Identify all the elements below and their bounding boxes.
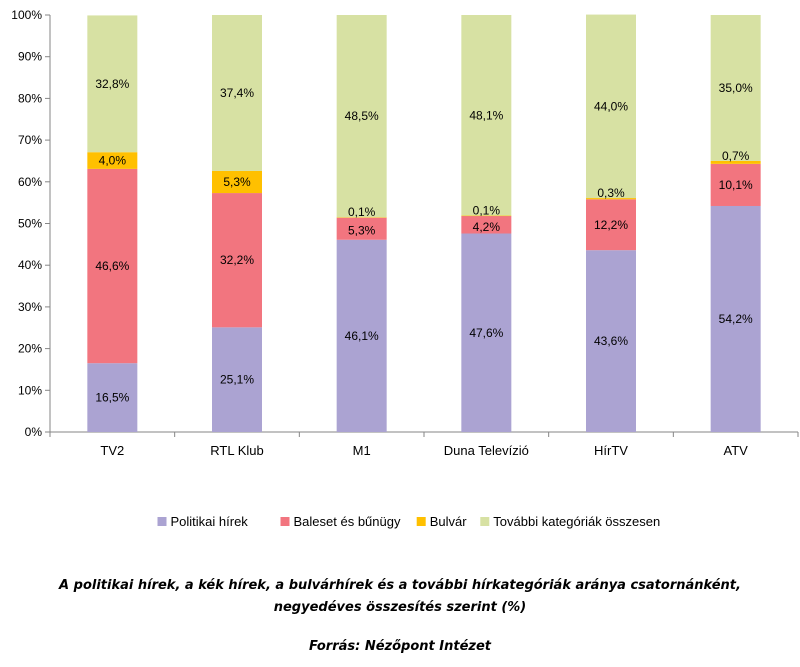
x-tick-label: ATV xyxy=(724,443,749,458)
x-tick-label: HírTV xyxy=(594,443,628,458)
data-label-tovabbi-kategoriak-osszesen-tv2: 32,8% xyxy=(95,77,129,91)
data-label-baleset-es-bunugy-rtl-klub: 32,2% xyxy=(220,253,254,267)
data-label-baleset-es-bunugy-m1: 5,3% xyxy=(348,224,376,238)
data-label-tovabbi-kategoriak-osszesen-m1: 48,5% xyxy=(345,109,379,123)
data-label-tovabbi-kategoriak-osszesen-duna-televizio: 48,1% xyxy=(469,108,503,122)
legend-swatch-tovabbi-kategoriak-osszesen xyxy=(480,517,490,526)
bar-bulvar-rtl-klub xyxy=(212,170,262,194)
y-tick-label: 70% xyxy=(18,133,42,147)
x-tick-label: RTL Klub xyxy=(210,443,263,458)
data-label-politikai-hirek-rtl-klub: 25,1% xyxy=(220,373,254,387)
bar-baleset-es-bunugy-atv xyxy=(710,163,761,206)
data-label-bulvar-hirtv: 0,3% xyxy=(597,186,625,200)
data-label-politikai-hirek-duna-televizio: 47,6% xyxy=(469,326,503,340)
y-tick-label: 30% xyxy=(18,300,42,314)
bar-tovabbi-kategoriak-osszesen-atv xyxy=(710,15,761,161)
source-note: Forrás: Nézőpont Intézet xyxy=(308,639,491,654)
data-label-tovabbi-kategoriak-osszesen-hirtv: 44,0% xyxy=(594,99,628,113)
bar-bulvar-duna-televizio xyxy=(461,215,512,217)
data-label-bulvar-rtl-klub: 5,3% xyxy=(223,175,251,189)
y-tick-label: 20% xyxy=(18,342,42,356)
legend-swatch-politikai-hirek xyxy=(157,517,167,526)
bar-tovabbi-kategoriak-osszesen-tv2 xyxy=(87,15,138,153)
y-tick-label: 0% xyxy=(25,425,43,439)
data-label-baleset-es-bunugy-duna-televizio: 4,2% xyxy=(473,220,501,234)
bars xyxy=(87,14,761,432)
data-label-politikai-hirek-m1: 46,1% xyxy=(345,329,379,343)
bar-politikai-hirek-m1 xyxy=(336,239,387,432)
data-label-politikai-hirek-atv: 54,2% xyxy=(719,312,753,326)
x-axis: TV2 RTL Klub M1 Duna Televízió HírTV ATV xyxy=(49,431,799,458)
bar-politikai-hirek-hirtv xyxy=(586,250,636,432)
x-tick-label: M1 xyxy=(353,443,371,458)
data-label-politikai-hirek-hirtv: 43,6% xyxy=(594,334,628,348)
bar-tovabbi-kategoriak-osszesen-hirtv xyxy=(586,14,636,199)
legend-swatch-baleset-es-bunugy xyxy=(280,517,290,526)
legend-swatch-bulvar xyxy=(416,517,426,526)
x-tick-label: TV2 xyxy=(100,443,124,458)
y-tick-label: 50% xyxy=(18,217,42,231)
data-label-tovabbi-kategoriak-osszesen-atv: 35,0% xyxy=(719,81,753,95)
data-label-bulvar-m1: 0,1% xyxy=(348,205,376,219)
bar-bulvar-hirtv xyxy=(586,198,636,200)
data-label-bulvar-atv: 0,7% xyxy=(722,149,750,163)
data-label-tovabbi-kategoriak-osszesen-rtl-klub: 37,4% xyxy=(220,86,254,100)
bar-baleset-es-bunugy-hirtv xyxy=(586,199,636,251)
y-tick-label: 100% xyxy=(11,8,42,22)
bar-baleset-es-bunugy-rtl-klub xyxy=(212,193,262,328)
legend: Politikai hírek Baleset és bűnügy Bulvár To… xyxy=(157,514,660,529)
data-label-bulvar-duna-televizio: 0,1% xyxy=(473,204,501,218)
y-tick-label: 80% xyxy=(18,91,42,105)
stacked-bar-chart: 0% 10% 20% 30% 40% 50% 60% 70% 80% 90% 100% TV2 RTL… xyxy=(11,8,799,529)
data-label-bulvar-tv2: 4,0% xyxy=(99,154,127,168)
data-label-baleset-es-bunugy-tv2: 46,6% xyxy=(95,259,129,273)
bar-politikai-hirek-duna-televizio xyxy=(461,233,512,432)
figure-caption: A politikai hírek, a kék hírek, a bulvár… xyxy=(59,578,741,615)
data-label-baleset-es-bunugy-atv: 10,1% xyxy=(719,178,753,192)
bar-bulvar-m1 xyxy=(336,217,387,218)
data-labels: 16,5% 46,6% 4,0% 32,8% 25,1% 32,2% 5,3% 37,4% 46… xyxy=(95,77,753,405)
data-label-politikai-hirek-tv2: 16,5% xyxy=(95,391,129,405)
y-tick-label: 40% xyxy=(18,258,42,272)
y-axis: 0% 10% 20% 30% 40% 50% 60% 70% 80% 90% 100% xyxy=(11,8,51,439)
bar-bulvar-tv2 xyxy=(87,152,138,169)
bar-bulvar-atv xyxy=(710,160,761,164)
bar-politikai-hirek-atv xyxy=(710,205,761,432)
legend-label-bulvar: Bulvár xyxy=(430,514,468,529)
bar-tovabbi-kategoriak-osszesen-m1 xyxy=(336,15,387,218)
bar-baleset-es-bunugy-duna-televizio xyxy=(461,215,512,234)
x-tick-label: Duna Televízió xyxy=(444,443,529,458)
bar-tovabbi-kategoriak-osszesen-rtl-klub xyxy=(212,15,262,171)
y-tick-label: 10% xyxy=(18,383,42,397)
bar-politikai-hirek-rtl-klub xyxy=(212,327,262,432)
bar-politikai-hirek-tv2 xyxy=(87,363,138,432)
legend-label-tovabbi-kategoriak-osszesen: További kategóriák összesen xyxy=(493,514,660,529)
data-label-baleset-es-bunugy-hirtv: 12,2% xyxy=(594,218,628,232)
bar-baleset-es-bunugy-tv2 xyxy=(87,168,138,364)
bar-baleset-es-bunugy-m1 xyxy=(336,217,387,240)
y-tick-label: 60% xyxy=(18,175,42,189)
bar-tovabbi-kategoriak-osszesen-duna-televizio xyxy=(461,15,512,216)
y-tick-label: 90% xyxy=(18,50,42,64)
legend-label-politikai-hirek: Politikai hírek xyxy=(171,514,249,529)
legend-label-baleset-es-bunugy: Baleset és bűnügy xyxy=(294,514,401,529)
